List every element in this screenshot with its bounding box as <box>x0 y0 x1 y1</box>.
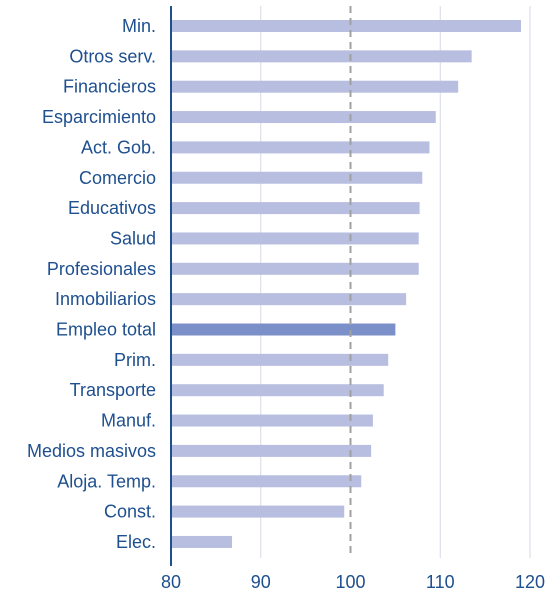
bar-esparcimiento <box>172 111 436 124</box>
x-tick-label: 110 <box>426 572 455 592</box>
category-label: Educativos <box>68 198 156 218</box>
bar-financieros <box>172 80 459 93</box>
category-label: Const. <box>104 502 156 522</box>
category-label: Financieros <box>63 77 156 97</box>
category-label: Empleo total <box>56 320 156 340</box>
bar-min <box>172 20 522 32</box>
category-label: Act. Gob. <box>81 137 156 157</box>
bar-comercio <box>172 171 423 184</box>
bars-layer <box>172 20 522 548</box>
tick-labels: 80 90 100 110 120 <box>161 572 545 592</box>
category-label: Salud <box>110 228 156 248</box>
bar-prim <box>172 353 389 366</box>
x-tick-label: 80 <box>161 572 181 592</box>
category-label: Esparcimiento <box>42 107 156 127</box>
category-label: Elec. <box>116 532 156 552</box>
x-tick-label: 90 <box>251 572 271 592</box>
category-label: Manuf. <box>101 411 156 431</box>
bar-inmobiliarios <box>172 293 407 306</box>
grid-layer <box>260 6 531 558</box>
bar-aloja-temp <box>172 475 362 488</box>
category-label: Medios masivos <box>27 441 156 461</box>
bar-act-gob <box>172 141 430 154</box>
category-label: Prim. <box>114 350 156 370</box>
bar-medios-masivos <box>172 444 372 457</box>
category-label: Otros serv. <box>69 46 156 66</box>
category-label: Transporte <box>70 380 156 400</box>
bar-salud <box>172 232 419 245</box>
bar-manuf <box>172 414 373 427</box>
category-label: Min. <box>122 16 156 36</box>
bar-transporte <box>172 384 384 397</box>
category-labels: Min. Otros serv. Financieros Esparcimiento A… <box>27 16 156 552</box>
bar-otros-serv <box>172 50 472 63</box>
category-label: Aloja. Temp. <box>57 471 156 491</box>
bar-empleo-total <box>172 323 396 336</box>
category-label: Profesionales <box>47 259 156 279</box>
category-label: Inmobiliarios <box>55 289 156 309</box>
bar-elec <box>172 535 233 548</box>
bar-profesionales <box>172 262 419 275</box>
x-tick-label: 120 <box>515 572 545 592</box>
category-label: Comercio <box>79 168 156 188</box>
bar-const <box>172 505 345 518</box>
bar-educativos <box>172 202 420 215</box>
x-tick-label: 100 <box>335 572 365 592</box>
